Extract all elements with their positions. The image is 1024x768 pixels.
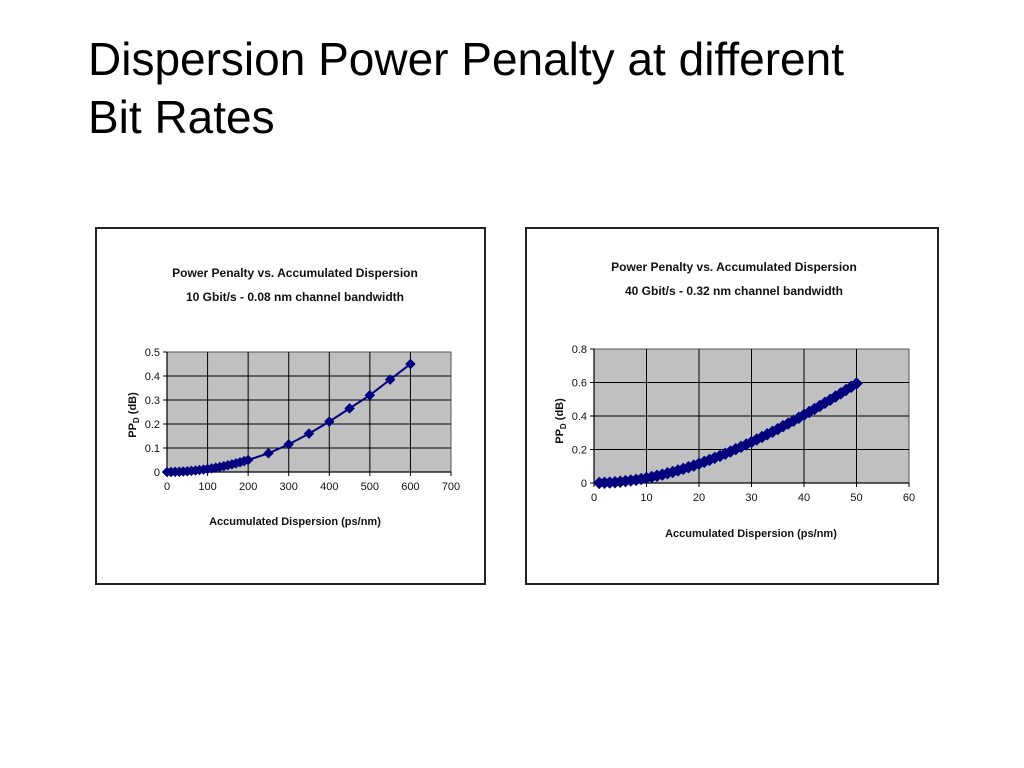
data-point xyxy=(303,428,315,439)
y-tick-label: 0.2 xyxy=(572,445,587,457)
x-tick-label: 0 xyxy=(164,481,170,493)
x-tick-label: 400 xyxy=(320,481,338,493)
y-tick-label: 0.4 xyxy=(145,371,160,383)
x-tick-label: 40 xyxy=(798,492,810,504)
y-tick-label: 0 xyxy=(581,478,587,490)
x-tick-label: 60 xyxy=(903,492,915,504)
data-point xyxy=(263,447,274,459)
y-tick-label: 0.3 xyxy=(145,395,160,407)
x-tick-label: 500 xyxy=(361,481,379,493)
data-point xyxy=(344,403,355,414)
plot-group: 0 100 200 300 400 500 600 700 0 0.1 0.2 0.3 0.4 0.5 xyxy=(145,347,460,493)
data-point xyxy=(323,416,335,427)
y-tick-label: 0.4 xyxy=(572,411,587,423)
data-point xyxy=(242,454,254,466)
chart-10g-svg: Power Penalty vs. Accumulated Dispersion… xyxy=(127,266,460,528)
chart-title: Power Penalty vs. Accumulated Dispersion xyxy=(172,266,418,280)
chart-panel-10g: Power Penalty vs. Accumulated Dispersion… xyxy=(95,227,486,585)
data-point xyxy=(283,439,295,450)
plot-group: 0 10 20 30 40 50 60 0 0.2 0.4 0.6 0.8 xyxy=(572,344,915,504)
chart-subtitle: 40 Gbit/s - 0.32 nm channel bandwidth xyxy=(625,284,843,298)
slide-title: Dispersion Power Penalty at different Bi… xyxy=(88,30,988,146)
data-point xyxy=(364,389,376,401)
x-tick-label: 0 xyxy=(591,492,597,504)
data-point xyxy=(850,377,863,390)
y-axis-label: PPD (dB) xyxy=(127,392,141,438)
x-tick-label: 10 xyxy=(640,492,652,504)
y-tick-label: 0 xyxy=(154,467,160,479)
data-point xyxy=(384,374,396,385)
slide-title-line-1: Dispersion Power Penalty at different xyxy=(88,33,844,85)
x-tick-label: 200 xyxy=(239,481,257,493)
x-axis-label: Accumulated Dispersion (ps/nm) xyxy=(209,516,381,528)
x-tick-label: 50 xyxy=(850,492,862,504)
chart-subtitle: 10 Gbit/s - 0.08 nm channel bandwidth xyxy=(186,290,404,304)
slide-title-line-2: Bit Rates xyxy=(88,91,275,143)
y-tick-label: 0.5 xyxy=(145,347,160,359)
data-point xyxy=(405,358,416,370)
x-axis-label: Accumulated Dispersion (ps/nm) xyxy=(665,528,837,540)
y-tick-label: 0.6 xyxy=(572,378,587,390)
chart-panel-40g: Power Penalty vs. Accumulated Dispersion… xyxy=(525,227,939,585)
plot-area xyxy=(166,351,452,473)
x-tick-label: 30 xyxy=(745,492,757,504)
x-tick-label: 600 xyxy=(401,481,419,493)
y-tick-label: 0.8 xyxy=(572,344,587,356)
y-tick-label: 0.2 xyxy=(145,419,160,431)
chart-40g-svg: Power Penalty vs. Accumulated Dispersion… xyxy=(554,260,915,540)
chart-title: Power Penalty vs. Accumulated Dispersion xyxy=(611,260,857,274)
x-tick-label: 20 xyxy=(693,492,705,504)
y-tick-label: 0.1 xyxy=(145,443,160,455)
x-tick-label: 700 xyxy=(442,481,460,493)
x-tick-label: 300 xyxy=(280,481,298,493)
y-axis-label: PPD (dB) xyxy=(554,398,568,444)
x-tick-label: 100 xyxy=(198,481,216,493)
